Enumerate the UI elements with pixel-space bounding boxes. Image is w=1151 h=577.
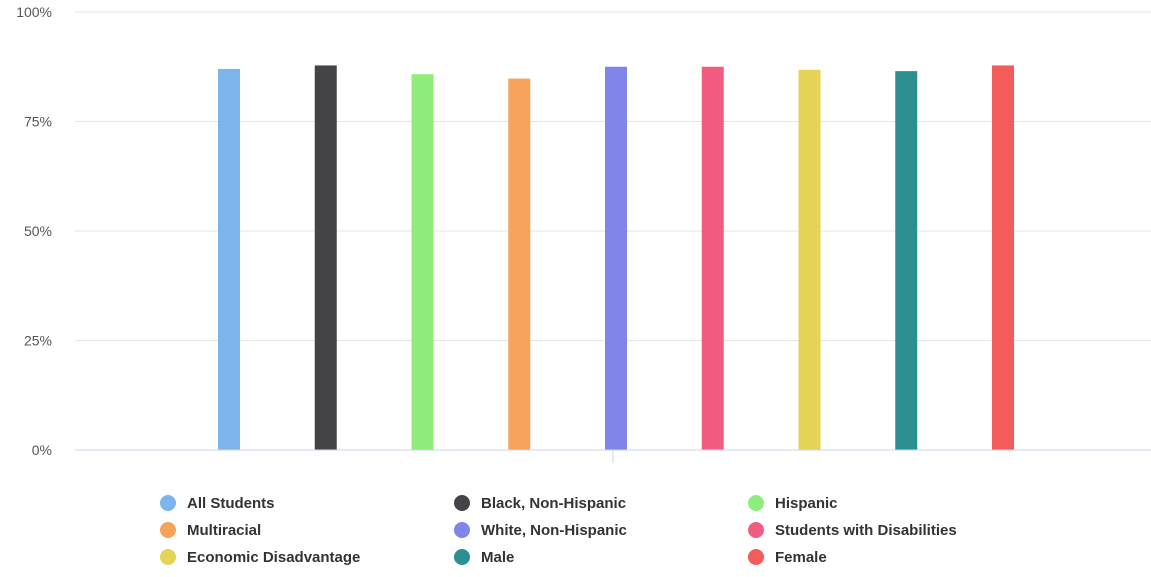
legend-label: White, Non-Hispanic <box>481 522 627 539</box>
legend-label: Female <box>775 549 827 566</box>
legend-label: Black, Non-Hispanic <box>481 495 626 512</box>
legend-item-multiracial[interactable]: Multiracial <box>160 522 261 539</box>
bar-economic-disadvantage[interactable] <box>798 69 821 450</box>
legend-marker <box>748 495 764 511</box>
bar-multiracial[interactable] <box>508 78 531 451</box>
y-tick-label: 100% <box>16 4 52 20</box>
y-tick-label: 75% <box>24 114 52 130</box>
legend-marker <box>454 522 470 538</box>
y-axis-tick-labels: 0% 25% 50% 75% 100% <box>16 4 52 458</box>
y-tick-label: 50% <box>24 223 52 239</box>
legend-item-hispanic[interactable]: Hispanic <box>748 495 838 512</box>
legend-marker <box>748 549 764 565</box>
bar-female[interactable] <box>992 65 1014 450</box>
legend-item-female[interactable]: Female <box>748 549 827 566</box>
legend-item-all-students[interactable]: All Students <box>160 495 275 512</box>
legend-item-students-with-disabilities[interactable]: Students with Disabilities <box>748 522 957 539</box>
legend: All Students Black, Non-Hispanic Hispanic M… <box>160 495 957 566</box>
legend-marker <box>454 549 470 565</box>
legend-marker <box>454 495 470 511</box>
legend-marker <box>160 549 176 565</box>
legend-label: Students with Disabilities <box>775 522 957 539</box>
legend-marker <box>160 495 176 511</box>
legend-marker <box>748 522 764 538</box>
legend-item-male[interactable]: Male <box>454 549 514 566</box>
y-tick-label: 25% <box>24 333 52 349</box>
bar-white-non-hispanic[interactable] <box>605 66 627 450</box>
legend-label: Hispanic <box>775 495 838 512</box>
legend-item-white-non-hispanic[interactable]: White, Non-Hispanic <box>454 522 627 539</box>
legend-item-economic-disadvantage[interactable]: Economic Disadvantage <box>160 549 360 566</box>
y-tick-label: 0% <box>32 442 52 458</box>
bar-hispanic[interactable] <box>411 74 434 451</box>
bar-all-students[interactable] <box>218 68 240 450</box>
legend-marker <box>160 522 176 538</box>
legend-item-black-non-hispanic[interactable]: Black, Non-Hispanic <box>454 495 626 512</box>
legend-label: Male <box>481 549 514 566</box>
legend-label: Multiracial <box>187 522 261 539</box>
bars <box>218 65 1014 451</box>
bar-students-with-disabilities[interactable] <box>701 66 724 450</box>
bar-black-non-hispanic[interactable] <box>314 65 337 450</box>
legend-label: All Students <box>187 495 275 512</box>
bar-male[interactable] <box>895 71 918 450</box>
legend-label: Economic Disadvantage <box>187 549 360 566</box>
